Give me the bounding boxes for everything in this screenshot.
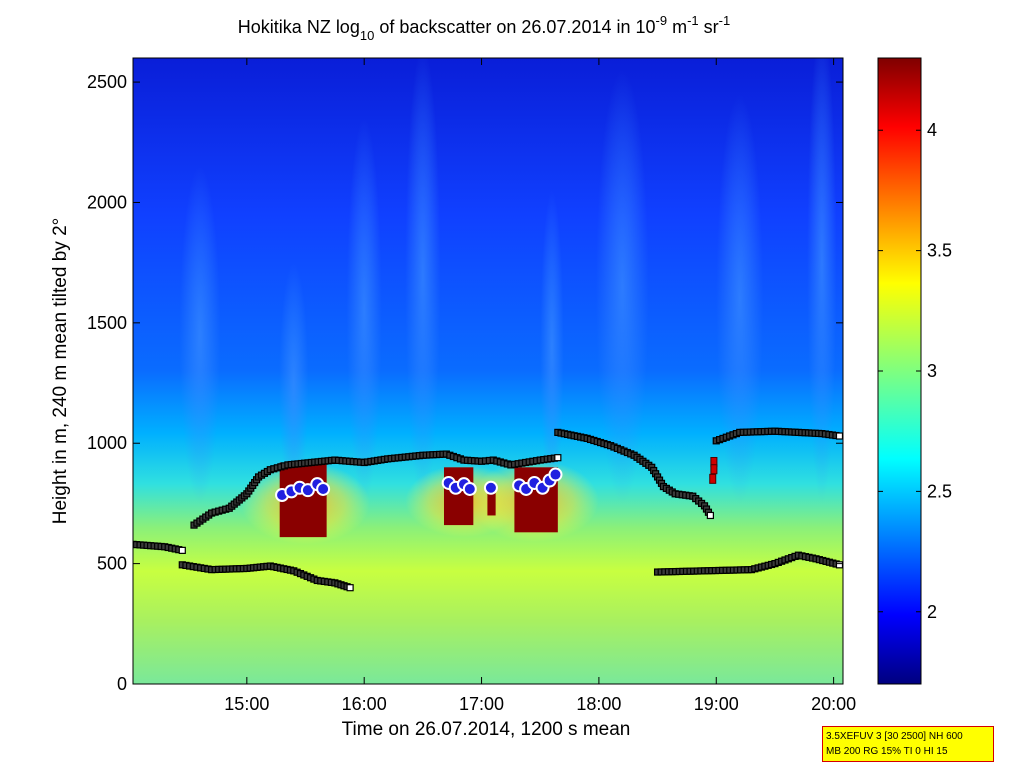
title-superscript-3: -1 xyxy=(719,13,731,28)
title-superscript-1: -9 xyxy=(656,13,668,28)
colorbar-tick-label: 4 xyxy=(927,120,937,140)
plume-4 xyxy=(540,190,564,504)
cloud-block-2 xyxy=(487,486,496,516)
cloud-base-points xyxy=(275,467,563,502)
x-tick-label: 19:00 xyxy=(694,694,739,714)
cloud-base-point xyxy=(462,481,477,496)
cloud-base-point xyxy=(316,481,331,496)
cloud-base-point xyxy=(548,467,563,482)
chart-title: Hokitika NZ log10 of backscatter on 26.0… xyxy=(238,13,730,43)
x-tick-label: 18:00 xyxy=(576,694,621,714)
x-axis-label: Time on 26.07.2014, 1200 s mean xyxy=(342,719,631,740)
x-tick-label: 15:00 xyxy=(224,694,269,714)
layer-top-a xyxy=(190,450,562,529)
colorbar-ticks: 2 2.5 3 3.5 4 xyxy=(878,120,952,622)
plot-frame xyxy=(132,57,844,685)
lower-layer-a xyxy=(133,540,186,554)
title-superscript-2: -1 xyxy=(687,13,699,28)
x-axis: 15:00 16:00 17:00 18:00 19:00 20:00 xyxy=(224,58,856,714)
y-tick-label: 500 xyxy=(97,554,127,574)
lower-layer-b-end-marker xyxy=(346,584,354,592)
layer-top-a-end-marker xyxy=(554,454,562,462)
processing-info-box: 3.5XEFUV 3 [30 2500] NH 600 MB 200 RG 15… xyxy=(822,726,994,762)
colorbar-tick-label: 2.5 xyxy=(927,481,952,501)
cloud-base-point xyxy=(483,480,498,495)
layer-top-c xyxy=(712,427,843,445)
plume-1 xyxy=(279,262,309,504)
colorbar xyxy=(877,57,922,685)
plume-5 xyxy=(595,70,649,504)
y-tick-label: 2000 xyxy=(87,192,127,212)
lower-layer-c-end-marker xyxy=(835,561,843,569)
plume-2 xyxy=(346,118,382,504)
plot-area xyxy=(133,58,843,684)
cloud-block-0 xyxy=(279,462,327,538)
y-axis-label: Height in m, 240 m mean tilted by 2° xyxy=(50,218,71,524)
y-axis: 0 500 1000 1500 2000 2500 xyxy=(87,72,843,694)
layer-top-b-end-marker xyxy=(706,511,714,520)
info-line-1: 3.5XEFUV 3 [30 2500] NH 600 xyxy=(826,731,963,742)
y-tick-label: 1000 xyxy=(87,433,127,453)
x-tick-label: 16:00 xyxy=(342,694,387,714)
lower-layer-a-end-marker xyxy=(178,546,186,554)
x-tick-label: 20:00 xyxy=(811,694,856,714)
plume-6 xyxy=(716,94,764,504)
y-tick-label: 1500 xyxy=(87,313,127,333)
layer-top-b xyxy=(554,428,714,520)
y-tick-label: 0 xyxy=(117,674,127,694)
plume-7 xyxy=(807,58,837,504)
layer-top-breaks xyxy=(709,456,718,484)
title-subscript: 10 xyxy=(360,28,374,43)
colorbar-tick-label: 2 xyxy=(927,602,937,622)
plume-3 xyxy=(405,58,441,504)
layer-top-c-end-marker xyxy=(835,432,843,440)
layer-break-marker xyxy=(709,473,717,484)
layer-break-marker xyxy=(710,464,718,475)
layer-detections xyxy=(133,427,843,592)
lower-layer-b xyxy=(178,561,354,592)
y-tick-label: 2500 xyxy=(87,72,127,92)
plume-0 xyxy=(179,166,221,504)
colorbar-tick-label: 3.5 xyxy=(927,241,952,261)
aerosol-plumes xyxy=(179,58,837,545)
colorbar-tick-label: 3 xyxy=(927,361,937,381)
x-tick-label: 17:00 xyxy=(459,694,504,714)
info-line-2: MB 200 RG 15% TI 0 HI 15 xyxy=(826,746,948,757)
